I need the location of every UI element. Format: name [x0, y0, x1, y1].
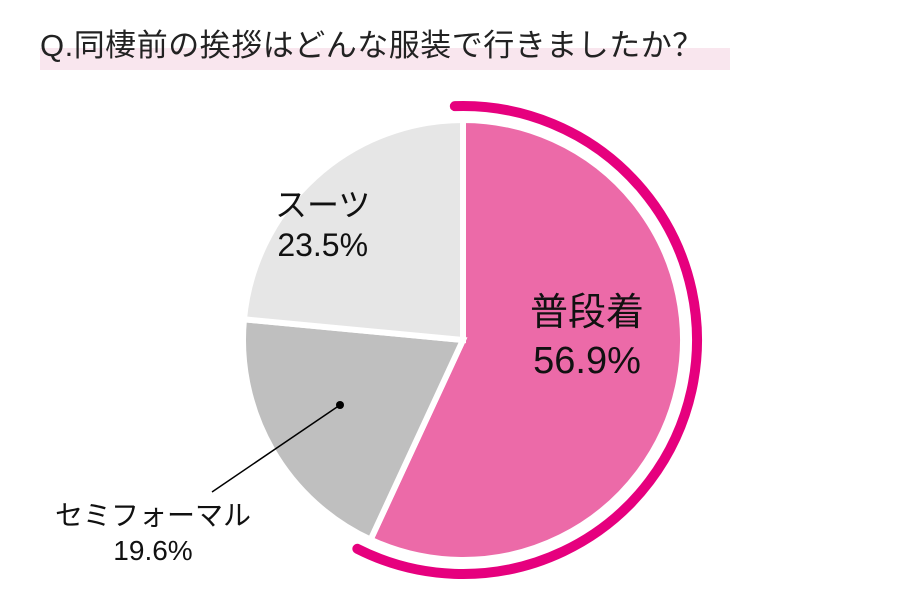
slice-label-casual: 普段着56.9%: [530, 290, 644, 385]
slice-label-name: セミフォーマル: [55, 498, 251, 533]
leader-dot-semiformal: [336, 401, 344, 409]
slice-label-name: スーツ: [275, 185, 370, 225]
slice-label-percent: 56.9%: [530, 338, 644, 386]
slice-label-semiformal: セミフォーマル19.6%: [55, 498, 251, 568]
slice-label-percent: 19.6%: [55, 533, 251, 568]
slice-label-suit: スーツ23.5%: [275, 185, 370, 265]
slice-label-percent: 23.5%: [275, 225, 370, 265]
slice-label-name: 普段着: [530, 290, 644, 338]
